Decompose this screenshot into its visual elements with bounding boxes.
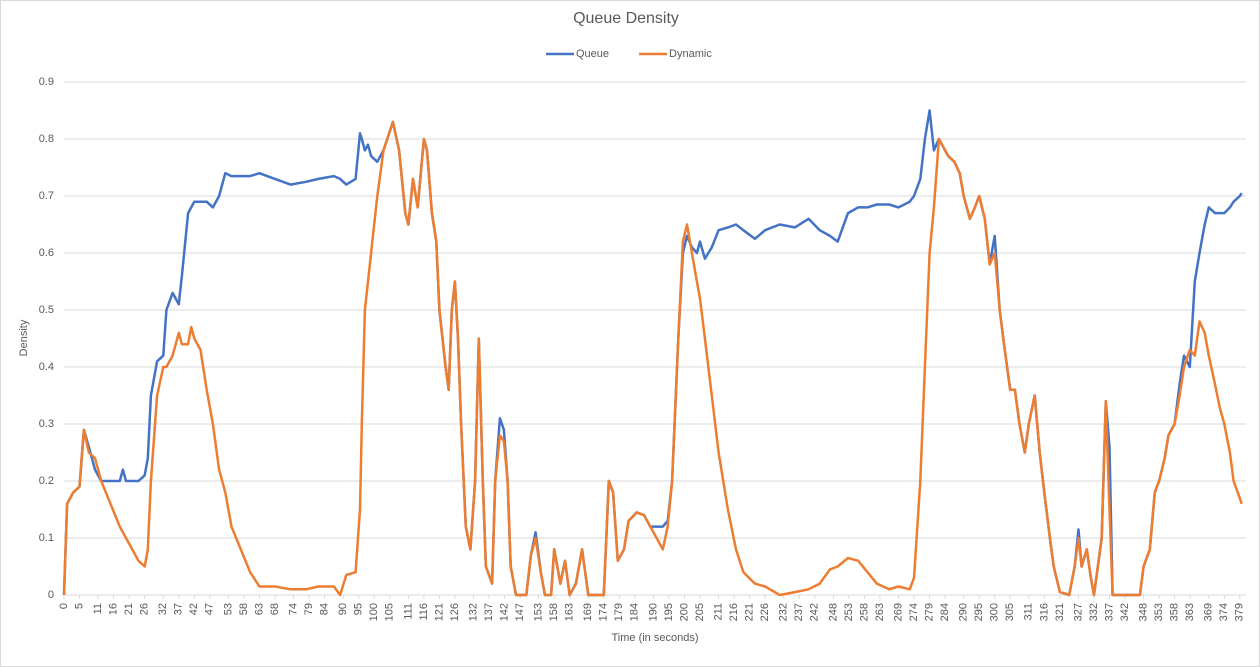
x-tick-label: 184: [629, 603, 641, 621]
x-tick-label: 16: [108, 603, 120, 615]
x-tick-label: 327: [1072, 603, 1084, 621]
x-tick-label: 237: [793, 603, 805, 621]
y-tick-label: 0.6: [39, 247, 54, 259]
y-tick-label: 0.7: [39, 190, 54, 202]
x-tick-label: 226: [759, 603, 771, 621]
x-tick-label: 195: [663, 603, 675, 621]
x-tick-label: 284: [939, 603, 951, 621]
x-tick-label: 300: [989, 603, 1001, 621]
x-tick-label: 137: [483, 603, 495, 621]
x-axis-label: Time (in seconds): [611, 632, 698, 644]
y-tick-label: 0.3: [39, 418, 54, 430]
x-tick-label: 111: [402, 603, 414, 620]
x-tick-label: 358: [1169, 603, 1181, 621]
x-tick-label: 232: [778, 603, 790, 621]
chart-title: Queue Density: [573, 10, 679, 27]
x-tick-label: 121: [433, 603, 445, 621]
y-tick-label: 0.9: [39, 76, 54, 88]
y-tick-label: 0.2: [39, 475, 54, 487]
x-tick-label: 169: [582, 603, 594, 621]
x-tick-label: 74: [287, 603, 299, 615]
x-tick-label: 369: [1203, 603, 1215, 621]
x-tick-label: 153: [533, 603, 545, 621]
x-tick-label: 205: [694, 603, 706, 621]
x-tick-label: 332: [1088, 603, 1100, 621]
x-tick-label: 79: [303, 603, 315, 615]
x-tick-label: 374: [1218, 603, 1230, 621]
x-tick-label: 305: [1004, 603, 1016, 621]
legend-label: Queue: [576, 48, 609, 60]
x-tick-label: 5: [73, 603, 85, 609]
y-tick-label: 0.8: [39, 133, 54, 145]
x-tick-label: 95: [353, 603, 365, 615]
legend-label: Dynamic: [669, 48, 712, 60]
x-tick-label: 253: [843, 603, 855, 621]
x-tick-label: 105: [384, 603, 396, 621]
x-tick-label: 363: [1184, 603, 1196, 621]
x-tick-label: 248: [827, 603, 839, 621]
x-tick-label: 0: [58, 603, 70, 609]
x-tick-label: 63: [253, 603, 265, 615]
x-tick-label: 200: [678, 603, 690, 621]
y-tick-label: 0: [48, 589, 54, 601]
x-tick-label: 311: [1023, 603, 1035, 621]
x-tick-label: 279: [923, 603, 935, 621]
x-tick-label: 290: [958, 603, 970, 621]
x-tick-label: 274: [908, 603, 920, 621]
x-tick-label: 90: [337, 603, 349, 615]
x-tick-label: 190: [647, 603, 659, 621]
x-tick-label: 163: [564, 603, 576, 621]
x-tick-label: 295: [973, 603, 985, 621]
x-tick-label: 158: [548, 603, 560, 621]
x-tick-label: 53: [222, 603, 234, 615]
series-line: [62, 120, 1243, 597]
x-tick-label: 47: [204, 603, 216, 615]
x-tick-label: 68: [269, 603, 281, 615]
x-tick-label: 269: [892, 603, 904, 621]
x-tick-label: 37: [173, 603, 185, 615]
x-tick-label: 242: [809, 603, 821, 621]
x-tick-label: 21: [123, 603, 135, 615]
x-tick-label: 216: [728, 603, 740, 621]
x-tick-label: 316: [1038, 603, 1050, 621]
x-tick-label: 321: [1054, 603, 1066, 621]
x-tick-label: 263: [874, 603, 886, 621]
x-tick-label: 11: [92, 603, 104, 614]
x-tick-label: 142: [498, 603, 510, 621]
y-tick-label: 0.5: [39, 304, 54, 316]
x-tick-label: 179: [613, 603, 625, 621]
x-tick-label: 379: [1234, 603, 1246, 621]
x-tick-label: 126: [449, 603, 461, 621]
x-tick-label: 147: [514, 603, 526, 621]
x-tick-label: 348: [1138, 603, 1150, 621]
y-tick-label: 0.4: [39, 361, 54, 373]
x-tick-label: 211: [713, 603, 725, 621]
x-tick-label: 100: [368, 603, 380, 621]
x-tick-label: 258: [858, 603, 870, 621]
x-tick-label: 42: [188, 603, 200, 615]
y-tick-label: 0.1: [39, 532, 54, 544]
x-tick-label: 116: [418, 603, 430, 621]
x-tick-label: 26: [139, 603, 151, 615]
y-axis-label: Density: [18, 319, 30, 356]
x-tick-label: 353: [1153, 603, 1165, 621]
x-tick-label: 84: [319, 603, 331, 615]
x-tick-label: 132: [467, 603, 479, 621]
x-tick-label: 337: [1103, 603, 1115, 621]
x-tick-label: 32: [157, 603, 169, 615]
x-tick-label: 342: [1119, 603, 1131, 621]
x-tick-label: 174: [598, 603, 610, 621]
x-tick-label: 221: [744, 603, 756, 621]
x-tick-label: 58: [238, 603, 250, 615]
